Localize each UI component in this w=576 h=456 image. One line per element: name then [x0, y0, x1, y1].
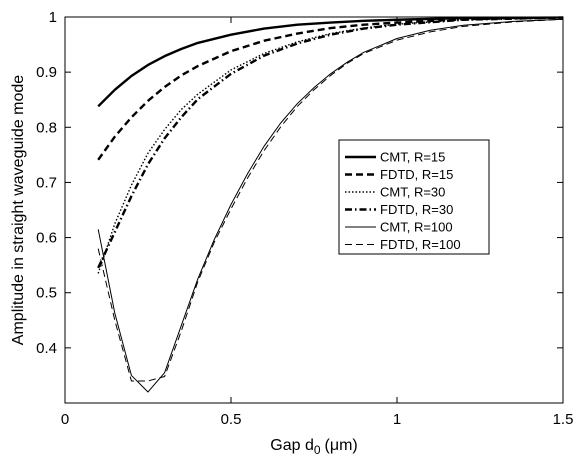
x-axis-label: Gap d0 (μm): [270, 437, 357, 456]
series-line-1: [97, 16, 564, 108]
y-tick-label: 0.8: [36, 119, 57, 136]
y-tick-label: 0.5: [36, 285, 57, 302]
x-tick-label: 0.5: [221, 411, 242, 428]
legend: CMT, R=15 FDTD, R=15 CMT, R=30 FDTD, R=30 CM…: [338, 139, 490, 255]
y-tick-label: 0.6: [36, 230, 57, 247]
x-axis-label-unit: (μm): [325, 437, 358, 454]
legend-label-2: FDTD, R=15: [380, 167, 453, 182]
x-axis-label-subscript: 0: [314, 443, 321, 456]
series-line-6: [97, 18, 564, 382]
series-line-3: [97, 16, 564, 274]
series-line-2: [97, 16, 564, 161]
legend-label-6: FDTD, R=100: [380, 237, 461, 252]
y-tick-label: 1: [49, 9, 57, 26]
y-tick-label: 0.7: [36, 174, 57, 191]
x-tick-label: 0: [61, 411, 69, 428]
y-tick-label: 0.4: [36, 340, 57, 357]
x-tick-label: 1.5: [553, 411, 574, 428]
legend-box: [338, 139, 490, 255]
series-layer: [97, 16, 564, 393]
legend-label-3: CMT, R=30: [380, 185, 445, 200]
legend-label-4: FDTD, R=30: [380, 202, 453, 217]
tick-layer: 0 0.5 1 1.5 0.4 0.5 0.6 0.7 0.8 0.9 1: [36, 9, 573, 428]
series-line-4: [97, 16, 564, 269]
x-tick-label: 1: [393, 411, 401, 428]
y-axis-label: Amplitude in straight waveguide mode: [10, 75, 27, 345]
legend-label-1: CMT, R=15: [380, 150, 445, 165]
legend-label-5: CMT, R=100: [380, 220, 453, 235]
series-line-5: [97, 18, 564, 393]
y-tick-label: 0.9: [36, 64, 57, 81]
